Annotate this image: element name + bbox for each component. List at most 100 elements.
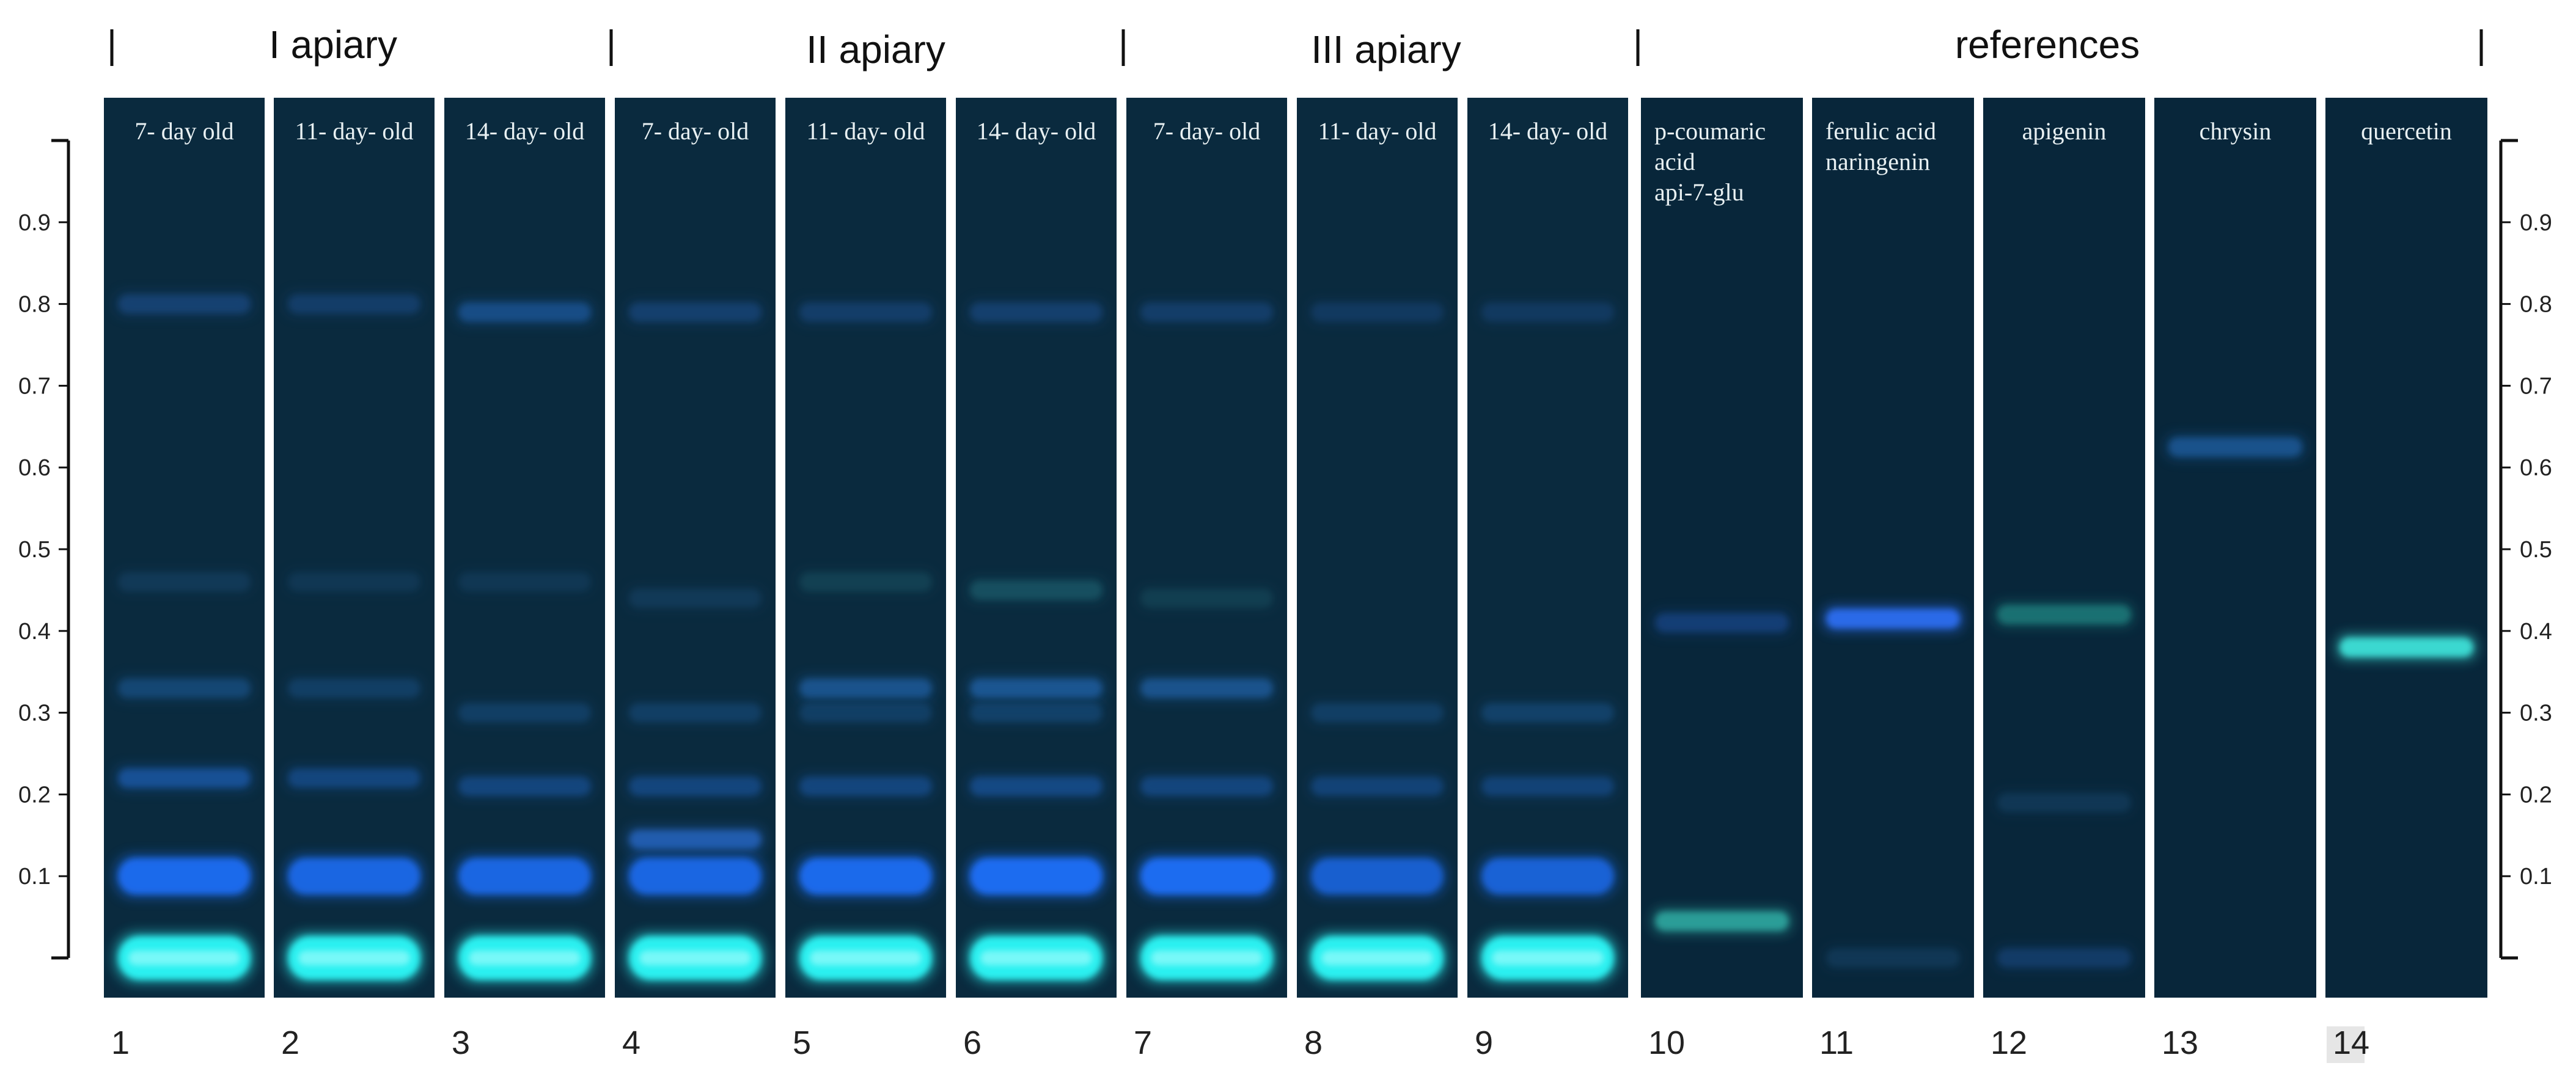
lane-number: 8: [1304, 1025, 1323, 1061]
lane-3: 14- day- old: [444, 98, 605, 998]
lane-number: 3: [452, 1025, 470, 1061]
band-highlight: [1492, 951, 1604, 965]
lane-label: 7- day- old: [642, 117, 749, 145]
lane-separator: [439, 95, 444, 1000]
band: [1998, 605, 2130, 624]
band-highlight: [469, 951, 581, 965]
lane-number: 10: [1648, 1025, 1685, 1061]
band: [1482, 858, 1613, 894]
band: [1482, 302, 1613, 321]
group-title-apiary-3: III apiary: [1311, 27, 1461, 71]
band: [800, 302, 931, 321]
lane-separator: [2321, 95, 2325, 1000]
lane-separator: [1636, 95, 1641, 1000]
axis-tick-label: 0.8: [18, 292, 51, 318]
lane-number: 11: [1819, 1025, 1854, 1061]
band: [459, 302, 590, 321]
lane-background: [1297, 98, 1458, 998]
lane-number: 7: [1134, 1025, 1152, 1061]
band: [119, 679, 250, 698]
band: [800, 858, 931, 894]
lane-background: [104, 98, 265, 998]
lane-13: chrysin: [2154, 98, 2316, 998]
group-title-apiary-2: II apiary: [806, 27, 945, 71]
band: [1141, 858, 1272, 894]
band: [119, 769, 250, 787]
lane-label: 14- day- old: [1488, 117, 1608, 145]
band: [971, 858, 1102, 894]
lane-separator: [269, 95, 274, 1000]
band: [119, 858, 250, 894]
lane-separator: [780, 95, 785, 1000]
axis-tick-label: 0.4: [2520, 619, 2552, 645]
lane-number: 1: [111, 1025, 130, 1061]
lane-separator: [1462, 95, 1467, 1000]
lane-separator: [1121, 95, 1126, 1000]
lane-number: 4: [622, 1025, 640, 1061]
band: [1141, 679, 1272, 698]
lane-label: apigenin: [2022, 117, 2107, 145]
band-highlight: [980, 951, 1092, 965]
band-highlight: [810, 951, 922, 965]
lane-5: 11- day- old: [785, 98, 946, 998]
lane-numbers: 1 2 3 4 5 6 7 8 9 10 11 12 13 14: [111, 1025, 2369, 1063]
band: [1827, 949, 1959, 967]
band: [629, 777, 761, 796]
band: [629, 830, 761, 849]
band: [288, 769, 420, 787]
lane-number: 5: [793, 1025, 811, 1061]
band: [1827, 609, 1959, 628]
lane-11: ferulic acid naringenin: [1812, 98, 1974, 998]
band: [2169, 437, 2302, 456]
band: [800, 703, 931, 722]
band: [459, 572, 590, 591]
axis-tick-label: 0.3: [18, 701, 51, 726]
axis-tick-label: 0.2: [2520, 782, 2552, 808]
band: [971, 703, 1102, 722]
lane-9: 14- day- old: [1467, 98, 1628, 998]
band: [971, 777, 1102, 796]
axis-tick-label: 0.3: [2520, 701, 2552, 726]
lane-background: [1467, 98, 1628, 998]
band: [800, 572, 931, 591]
lane-number: 6: [963, 1025, 982, 1061]
axis-tick-label: 0.2: [18, 782, 51, 808]
lane-4: 7- day- old: [615, 98, 776, 998]
lane-number: 2: [281, 1025, 299, 1061]
band: [800, 777, 931, 796]
group-headers: I apiary II apiary III apiary references: [110, 23, 2483, 71]
lane-separator: [1807, 95, 1812, 1000]
rf-axis-right: 0.9 0.8 0.7 0.6 0.5 0.4 0.3 0.2 0.1: [2499, 139, 2552, 960]
band: [1141, 589, 1272, 608]
band: [459, 858, 590, 894]
lane-separator: [951, 95, 956, 1000]
lane-number: 14: [2333, 1025, 2369, 1061]
axis-tick-label: 0.5: [18, 537, 51, 563]
axis-tick-label: 0.9: [18, 210, 51, 236]
lane-number: 13: [2162, 1025, 2198, 1061]
lane-label: p-coumaric: [1654, 117, 1766, 145]
axis-tick-label: 0.4: [18, 619, 51, 645]
band: [1312, 858, 1443, 894]
lane-label: 7- day- old: [1153, 117, 1261, 145]
axis-tick-label: 0.6: [18, 455, 51, 481]
band: [629, 703, 761, 722]
band: [1998, 793, 2130, 812]
lane-background: [444, 98, 605, 998]
lane-background: [1126, 98, 1287, 998]
axis-tick-label: 0.1: [18, 864, 51, 890]
lane-8: 11- day- old: [1297, 98, 1458, 998]
lane-label: acid: [1654, 148, 1695, 175]
band: [288, 572, 420, 591]
lane-separator: [1978, 95, 1983, 1000]
axis-tick-label: 0.8: [2520, 292, 2552, 318]
band: [1482, 703, 1613, 722]
lane-1: 7- day old: [104, 98, 265, 998]
lane-background: [1641, 98, 1803, 998]
axis-tick-label: 0.9: [2520, 210, 2552, 236]
lane-background: [956, 98, 1117, 998]
band-highlight: [298, 951, 410, 965]
lane-separator: [2149, 95, 2154, 1000]
band-highlight: [1151, 951, 1263, 965]
axis-tick-label: 0.1: [2520, 864, 2552, 890]
